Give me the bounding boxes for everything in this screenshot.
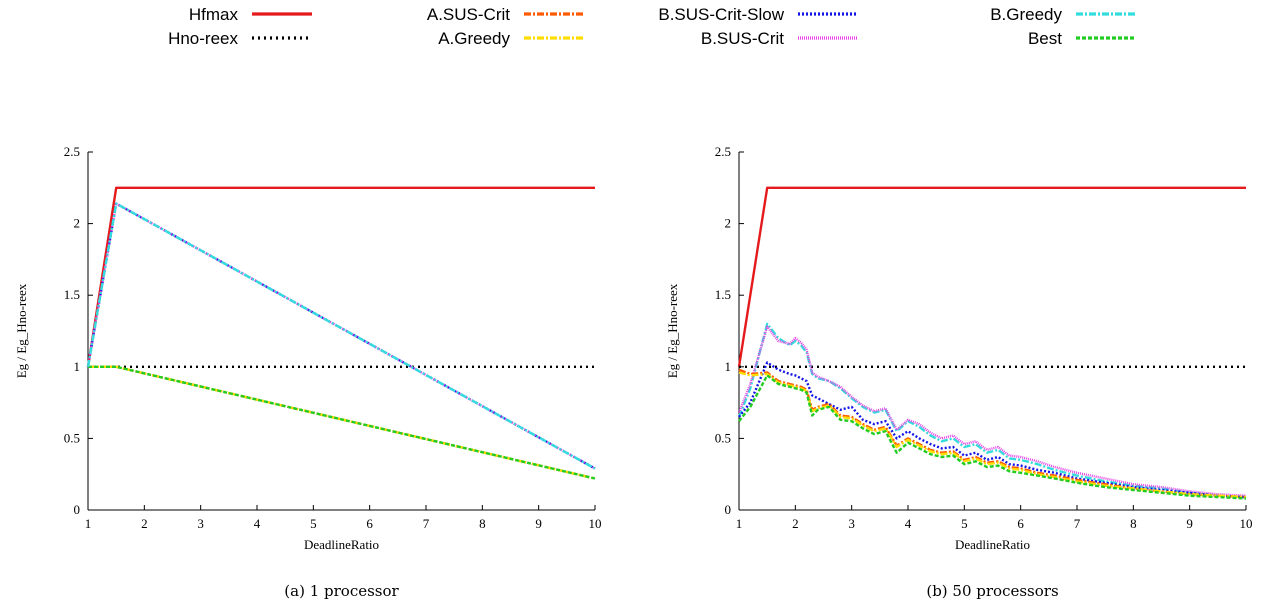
legend-entry-hno-reex: Hno-reex <box>168 29 312 48</box>
y-tick-label: 1.5 <box>64 287 80 302</box>
legend-entry-b-sus-crit-slow: B.SUS-Crit-Slow <box>658 5 858 24</box>
y-tick-label: 2 <box>74 216 81 231</box>
series-line-a-sus-crit <box>738 368 1247 499</box>
x-tick-label: 10 <box>589 516 602 531</box>
x-tick-label: 2 <box>792 516 799 531</box>
y-axis-label: Eg / Eg_Hno-reex <box>14 283 29 378</box>
y-tick-label: 0 <box>725 502 732 517</box>
panel-caption: (b) 50 processors <box>926 582 1058 600</box>
series-line-best <box>88 365 596 480</box>
legend-entry-b-sus-crit: B.SUS-Crit <box>701 29 858 48</box>
chart-panel-1-processor: 0 0.5 1 1.5 2 2.5 1 2 3 4 5 6 7 8 9 10 DeadlineRatio Eg /… <box>14 144 602 600</box>
legend-label-b-sus-crit-slow: B.SUS-Crit-Slow <box>658 5 784 24</box>
x-tick-label: 3 <box>848 516 855 531</box>
legend-entry-hfmax: Hfmax <box>189 5 312 24</box>
x-tick-label: 3 <box>197 516 204 531</box>
legend-label-best: Best <box>1028 29 1062 48</box>
series-line-hfmax <box>737 186 1246 367</box>
y-tick-label: 0.5 <box>715 430 731 445</box>
series-line-b-sus-crit-slow <box>738 361 1247 499</box>
y-tick-label: 1 <box>725 359 732 374</box>
legend-label-hfmax: Hfmax <box>189 5 239 24</box>
x-tick-label: 5 <box>961 516 968 531</box>
y-axis-label: Eg / Eg_Hno-reex <box>665 283 680 378</box>
chart-panel-50-processors: 0 0.5 1 1.5 2 2.5 1 2 3 4 5 6 7 8 9 10 DeadlineRatio Eg /… <box>665 144 1253 600</box>
series-line-a-greedy <box>738 371 1247 499</box>
x-axis-label: DeadlineRatio <box>955 537 1030 552</box>
x-tick-label: 6 <box>1017 516 1024 531</box>
legend-label-b-greedy: B.Greedy <box>990 5 1062 24</box>
x-axis-label: DeadlineRatio <box>304 537 379 552</box>
legend-label-b-sus-crit: B.SUS-Crit <box>701 29 784 48</box>
x-tick-label: 10 <box>1240 516 1253 531</box>
legend-label-a-greedy: A.Greedy <box>438 29 510 48</box>
x-tick-label: 1 <box>85 516 92 531</box>
x-tick-label: 9 <box>535 516 542 531</box>
x-tick-label: 8 <box>479 516 486 531</box>
y-tick-label: 0 <box>74 502 81 517</box>
x-tick-label: 9 <box>1186 516 1193 531</box>
y-tick-label: 1.5 <box>715 287 731 302</box>
x-tick-label: 5 <box>310 516 317 531</box>
x-tick-label: 8 <box>1130 516 1137 531</box>
y-tick-label: 2.5 <box>64 144 80 159</box>
x-tick-label: 7 <box>1074 516 1081 531</box>
x-tick-label: 4 <box>254 516 261 531</box>
panel-caption: (a) 1 processor <box>284 582 399 600</box>
series-line-b-greedy <box>86 202 596 470</box>
series-line-b-sus-crit-slow <box>86 202 596 470</box>
legend-entry-best: Best <box>1028 29 1136 48</box>
x-tick-label: 1 <box>736 516 743 531</box>
legend-entry-b-greedy: B.Greedy <box>990 5 1136 24</box>
x-tick-label: 7 <box>423 516 430 531</box>
legend-label-hno-reex: Hno-reex <box>168 29 238 48</box>
x-tick-label: 4 <box>905 516 912 531</box>
x-tick-label: 6 <box>366 516 373 531</box>
series-line-b-sus-crit <box>737 325 1247 497</box>
legend: Hfmax Hno-reex A.SUS-Crit A.Greedy B.SUS-Cri… <box>168 5 1136 48</box>
series-line-b-sus-crit <box>86 202 596 470</box>
series-line-b-greedy <box>737 322 1247 499</box>
y-tick-label: 1 <box>74 359 81 374</box>
legend-entry-a-greedy: A.Greedy <box>438 29 584 48</box>
x-tick-label: 2 <box>141 516 148 531</box>
y-tick-label: 2.5 <box>715 144 731 159</box>
legend-entry-a-sus-crit: A.SUS-Crit <box>427 5 584 24</box>
y-tick-label: 2 <box>725 216 732 231</box>
series-line-best <box>738 374 1247 500</box>
legend-label-a-sus-crit: A.SUS-Crit <box>427 5 510 24</box>
series-line-hfmax <box>86 186 595 367</box>
y-tick-label: 0.5 <box>64 430 80 445</box>
